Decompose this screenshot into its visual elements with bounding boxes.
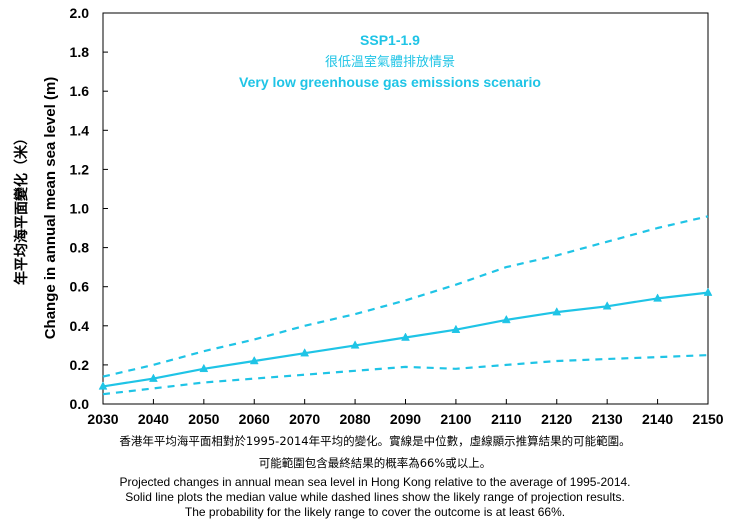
median-marker xyxy=(401,332,410,341)
y-tick-label: 0.0 xyxy=(70,396,90,412)
scenario-label-zh: 很低溫室氣體排放情景 xyxy=(325,54,455,70)
scenario-label: SSP1-1.9 xyxy=(360,32,420,48)
x-tick-label: 2040 xyxy=(138,411,169,427)
y-tick-label: 0.4 xyxy=(70,318,90,334)
caption-zh-line1: 香港年平均海平面相對於1995-2014年平均的變化。實線是中位數，虛線顯示推算… xyxy=(119,434,631,448)
y-axis-label: Change in annual mean sea level (m) xyxy=(42,77,59,340)
y-tick-label: 1.8 xyxy=(70,44,90,60)
y-tick-label: 0.6 xyxy=(70,279,90,295)
x-tick-label: 2070 xyxy=(289,411,320,427)
y-tick-label: 0.2 xyxy=(70,357,90,373)
median-marker xyxy=(300,348,310,357)
y-tick-label: 0.8 xyxy=(70,240,90,256)
median-marker xyxy=(149,373,158,382)
caption-en-line1: Projected changes in annual mean sea lev… xyxy=(119,475,631,489)
x-tick-label: 2090 xyxy=(390,411,421,427)
x-tick-label: 2030 xyxy=(87,411,118,427)
y-tick-label: 2.0 xyxy=(70,5,90,21)
median-marker xyxy=(552,307,562,316)
x-tick-label: 2050 xyxy=(188,411,219,427)
median-marker xyxy=(653,293,662,302)
series-line-likely-upper xyxy=(102,215,709,378)
y-tick-label: 1.2 xyxy=(70,161,90,177)
median-marker xyxy=(350,340,360,349)
series-line-likely-lower xyxy=(102,354,709,396)
median-marker xyxy=(249,355,259,365)
x-tick-label: 2060 xyxy=(239,411,270,427)
y-tick-label: 1.4 xyxy=(70,122,90,138)
x-tick-label: 2140 xyxy=(642,411,673,427)
x-tick-label: 2120 xyxy=(541,411,572,427)
scenario-label-en: Very low greenhouse gas emissions scenar… xyxy=(239,74,541,90)
plot-frame xyxy=(102,12,709,405)
x-tick-label: 2100 xyxy=(440,411,471,427)
x-tick-label: 2080 xyxy=(340,411,371,427)
caption-en-line2: Solid line plots the median value while … xyxy=(125,490,625,504)
y-tick-label: 1.0 xyxy=(70,201,90,217)
x-tick-label: 2130 xyxy=(592,411,623,427)
median-marker xyxy=(199,363,209,373)
median-marker xyxy=(98,381,108,390)
y-tick-label: 1.6 xyxy=(70,83,90,99)
median-markers xyxy=(98,287,713,390)
axes xyxy=(102,12,709,405)
tick-labels: 0.0 0.2 0.4 0.6 0.8 1.0 1.2 1.4 1.6 1.8 2.0 2030 204… xyxy=(70,5,724,427)
median-marker xyxy=(501,314,511,324)
series-lines xyxy=(102,215,709,396)
median-marker xyxy=(703,287,713,296)
x-tick-label: 2110 xyxy=(491,411,522,427)
median-marker xyxy=(451,324,461,333)
caption-en-line3: The probability for the likely range to … xyxy=(184,505,566,519)
median-marker xyxy=(602,301,612,310)
x-tick-label: 2150 xyxy=(692,411,723,427)
caption-zh-line2: 可能範圍包含最終結果的概率為66%或以上。 xyxy=(258,456,492,470)
y-axis-label-zh: 年平均海平面變化（米） xyxy=(13,131,30,285)
